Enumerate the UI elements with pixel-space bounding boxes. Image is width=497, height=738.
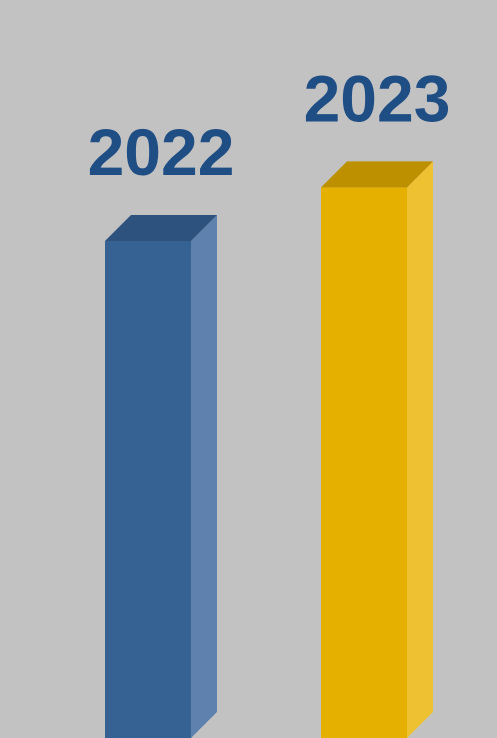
bar-front-2022 bbox=[105, 241, 191, 738]
bar-side-2023 bbox=[407, 161, 433, 738]
labels-group: 2022 2023 bbox=[88, 61, 451, 189]
bars-group bbox=[105, 161, 433, 738]
bar-front-2023 bbox=[321, 187, 407, 738]
bar-side-2022 bbox=[191, 215, 217, 738]
bar-2022 bbox=[105, 215, 217, 738]
category-label-2023: 2023 bbox=[304, 61, 451, 135]
bar-2023 bbox=[321, 161, 433, 738]
bar-top-2022 bbox=[105, 215, 217, 241]
category-label-2022: 2022 bbox=[88, 115, 235, 189]
bar-top-2023 bbox=[321, 161, 433, 188]
